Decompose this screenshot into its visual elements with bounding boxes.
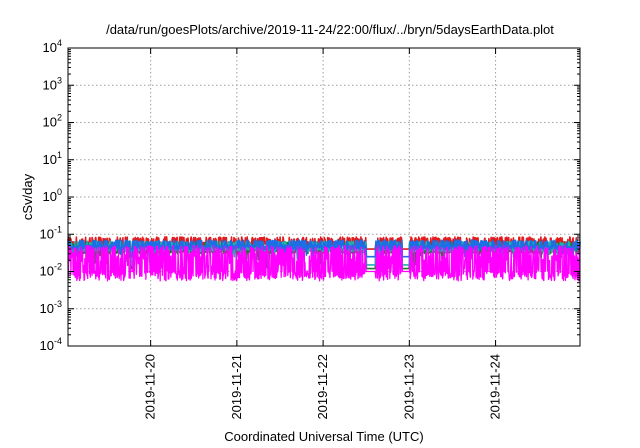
- y-tick-label: 104: [43, 38, 62, 55]
- y-tick-label: 101: [43, 150, 62, 167]
- y-tick-label: 10-1: [40, 224, 62, 241]
- x-tick-label: 2019-11-20: [143, 354, 158, 420]
- series-line-5: [67, 244, 581, 282]
- chart-title: /data/run/goesPlots/archive/2019-11-24/2…: [106, 22, 554, 37]
- y-axis: 10-4 10-3 10-2 10-1 100 101 102 103 104: [40, 38, 580, 353]
- y-tick-label: 102: [43, 113, 62, 130]
- x-axis-label: Coordinated Universal Time (UTC): [224, 429, 423, 444]
- x-tick-label: 2019-11-21: [229, 354, 244, 420]
- y-axis-label: cSv/day: [20, 173, 35, 220]
- y-tick-label: 103: [43, 75, 62, 92]
- y-tick-label: 10-3: [40, 299, 62, 316]
- x-axis: 2019-11-20 2019-11-21 2019-11-22 2019-11-23…: [143, 48, 503, 420]
- x-tick-label: 2019-11-22: [315, 354, 330, 420]
- series-layer: [67, 236, 581, 282]
- x-tick-label: 2019-11-24: [488, 354, 503, 420]
- y-tick-label: 100: [43, 187, 62, 204]
- y-tick-label: 10-2: [40, 262, 62, 279]
- x-tick-label: 2019-11-23: [401, 354, 416, 420]
- y-tick-label: 10-4: [40, 336, 62, 353]
- grid: [68, 48, 580, 346]
